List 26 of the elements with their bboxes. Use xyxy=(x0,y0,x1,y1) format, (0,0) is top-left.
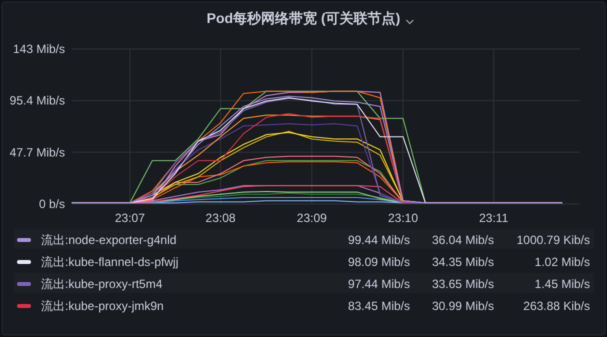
text: 1.45 Mib/s xyxy=(534,277,590,291)
legend-label: 流出:kube-proxy-jmk9n xyxy=(41,299,164,313)
y-tick-label: 47.7 Mib/s xyxy=(10,145,65,160)
text: 30.99 Mib/s xyxy=(432,299,494,313)
text: 83.45 Mib/s xyxy=(348,299,410,313)
y-tick-label: 0 b/s xyxy=(38,197,65,211)
x-tick-label: 23:10 xyxy=(388,211,418,225)
x-tick-label: 23:09 xyxy=(296,211,328,225)
y-tick-label: 143 Mib/s xyxy=(12,42,65,56)
text: 34.35 Mib/s xyxy=(432,255,494,269)
legend-label: 流出:kube-proxy-rt5m4 xyxy=(41,277,163,291)
y-tick-label: 95.4 Mib/s xyxy=(10,94,65,108)
x-tick-label: 23:07 xyxy=(114,211,146,225)
x-tick-label: 23:08 xyxy=(206,211,236,225)
chart-title: Pod每秒网络带宽 (可关联节点) xyxy=(206,10,400,26)
text: 33.65 Mib/s xyxy=(432,277,494,291)
text: 98.09 Mib/s xyxy=(348,255,410,269)
text: 1.02 Mib/s xyxy=(534,255,590,269)
text: 1000.79 Kib/s xyxy=(516,233,590,247)
legend-label: 流出:kube-flannel-ds-pfwjj xyxy=(41,255,178,269)
text: 36.04 Mib/s xyxy=(432,233,494,247)
x-tick-label: 23:11 xyxy=(479,211,509,225)
legend-label: 流出:node-exporter-g4nld xyxy=(41,233,176,247)
text: 263.88 Kib/s xyxy=(523,299,590,313)
text: 97.44 Mib/s xyxy=(348,277,410,291)
text: 99.44 Mib/s xyxy=(348,233,410,247)
